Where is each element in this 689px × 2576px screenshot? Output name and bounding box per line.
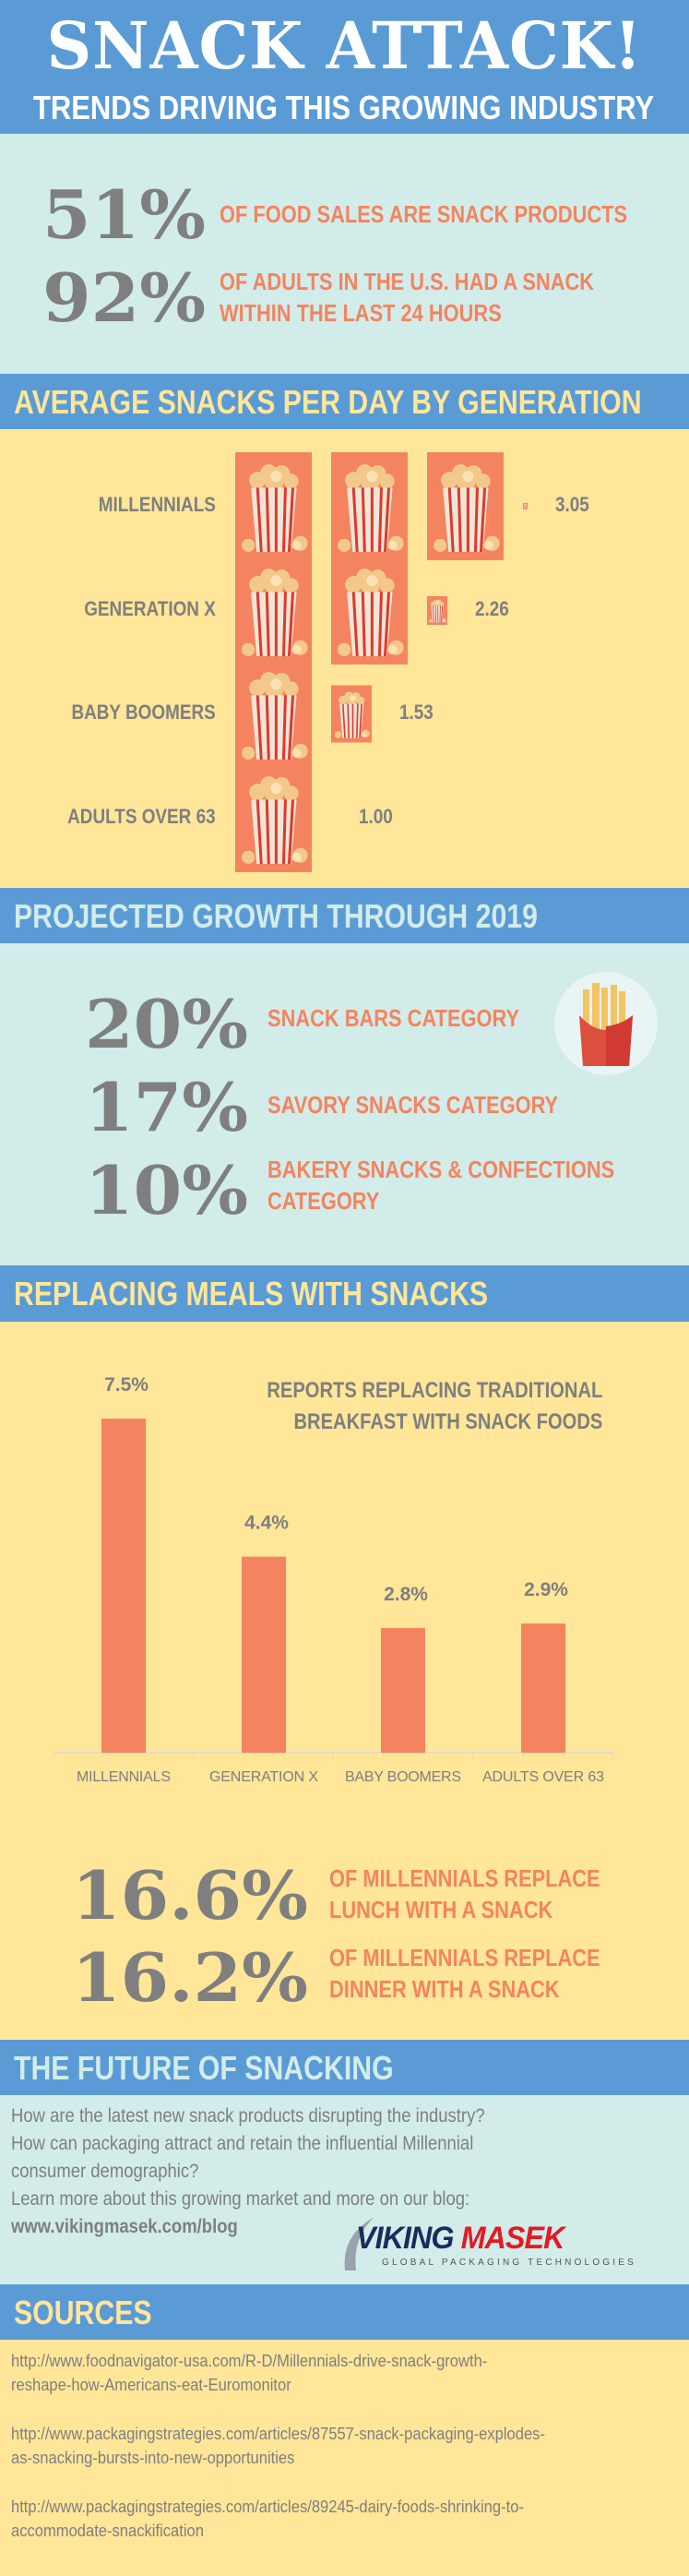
- breakfast-chart-title: REPORTS REPLACING TRADITIONAL BREAKFAST …: [266, 1378, 602, 1434]
- section-title: AVERAGE SNACKS PER DAY BY GENERATION: [14, 383, 642, 421]
- bar: [521, 1623, 565, 1753]
- bar: [381, 1627, 425, 1753]
- bar: [101, 1419, 146, 1753]
- popcorn-icon: [331, 660, 372, 768]
- data-label: 4.4%: [244, 1513, 289, 1534]
- blog-link[interactable]: www.vikingmasek.com/blog: [11, 2216, 238, 2237]
- section-header: SOURCES: [0, 2284, 689, 2340]
- section-header: PROJECTED GROWTH THROUGH 2019: [0, 888, 689, 943]
- future-section: How are the latest new snack products di…: [0, 2095, 689, 2284]
- source-link[interactable]: http://www.packagingstrategies.com/artic…: [11, 2425, 545, 2467]
- page-subtitle: TRENDS DRIVING THIS GROWING INDUSTRY: [33, 89, 655, 126]
- growth-value: 20%: [85, 985, 249, 1063]
- viking-masek-logo: VIKING MASEK GLOBAL PACKAGING TECHNOLOGI…: [339, 2217, 659, 2272]
- header-banner: SNACK ATTACK! TRENDS DRIVING THIS GROWIN…: [0, 0, 689, 134]
- category-label: MILLENNIALS: [77, 1769, 171, 1785]
- meal-stat-value: 16.6%: [72, 1856, 308, 1935]
- stat-value: 51%: [42, 175, 207, 254]
- horn-icon: [344, 2217, 374, 2270]
- meal-stat-label: OF MILLENNIALS REPLACE DINNER WITH A SNAC…: [329, 1944, 600, 2003]
- section-header: AVERAGE SNACKS PER DAY BY GENERATION: [0, 374, 689, 429]
- meal-stat-value: 16.2%: [72, 1938, 308, 2017]
- bar: [242, 1556, 286, 1753]
- page-title: SNACK ATTACK!: [46, 7, 643, 84]
- popcorn-icon: [331, 452, 408, 560]
- value-label: 3.05: [555, 493, 589, 516]
- growth-label: SNACK BARS CATEGORY: [267, 1004, 520, 1032]
- breakfast-bar-chart: 7.5% MILLENNIALS 4.4% GENERATION X 2.8% BABY …: [53, 1374, 614, 1785]
- popcorn-icon: [331, 557, 408, 665]
- sources-section: http://www.foodnavigator-usa.com/R-D/Mil…: [0, 2340, 689, 2576]
- category-label: BABY BOOMERS: [345, 1769, 461, 1785]
- section-title: REPLACING MEALS WITH SNACKS: [14, 1275, 489, 1312]
- section-title: THE FUTURE OF SNACKING: [14, 2049, 394, 2087]
- popcorn-icon: [427, 452, 504, 560]
- projected-section: 20% SNACK BARS CATEGORY 17% SAVORY SNACK…: [0, 943, 689, 1266]
- stats-section: 51% OF FOOD SALES ARE SNACK PRODUCTS 92%…: [0, 134, 689, 374]
- popcorn-icon: [427, 557, 447, 665]
- growth-label: SAVORY SNACKS CATEGORY: [267, 1091, 559, 1119]
- growth-value: 17%: [85, 1068, 249, 1146]
- source-link[interactable]: http://www.packagingstrategies.com/artic…: [11, 2498, 524, 2540]
- popcorn-icon: [235, 452, 312, 560]
- data-label: 2.8%: [384, 1584, 428, 1605]
- stat-value: 92%: [42, 258, 207, 337]
- data-label: 7.5%: [104, 1374, 148, 1396]
- popcorn-icon: [235, 660, 312, 768]
- popcorn-icon: [523, 452, 528, 560]
- popcorn-icon: [235, 764, 312, 872]
- value-label: 1.00: [359, 805, 393, 828]
- data-label: 2.9%: [524, 1579, 568, 1600]
- category-label: BABY BOOMERS: [71, 701, 216, 724]
- replacing-section: REPORTS REPLACING TRADITIONAL BREAKFAST …: [0, 1322, 689, 2040]
- growth-value: 10%: [85, 1151, 249, 1229]
- category-label: MILLENNIALS: [98, 493, 216, 516]
- section-title: SOURCES: [14, 2294, 152, 2331]
- section-title: PROJECTED GROWTH THROUGH 2019: [14, 897, 538, 935]
- growth-label: BAKERY SNACKS & CONFECTIONS CATEGORY: [267, 1156, 615, 1215]
- category-label: ADULTS OVER 63: [67, 805, 216, 828]
- snacks-per-day-chart: MILLENNIALS 3.05 GENERATION X 2.26 BABY BOOM…: [0, 429, 689, 888]
- category-label: GENERATION X: [84, 597, 216, 620]
- section-header: REPLACING MEALS WITH SNACKS: [0, 1265, 689, 1322]
- french-fries-icon: [554, 972, 658, 1075]
- section-header: THE FUTURE OF SNACKING: [0, 2040, 689, 2095]
- value-label: 2.26: [475, 597, 509, 620]
- stat-label: OF ADULTS IN THE U.S. HAD A SNACK WITHIN …: [220, 268, 595, 327]
- source-link[interactable]: http://www.foodnavigator-usa.com/R-D/Mil…: [11, 2352, 488, 2394]
- category-label: ADULTS OVER 63: [482, 1769, 604, 1785]
- value-label: 1.53: [399, 701, 434, 724]
- meal-stat-label: OF MILLENNIALS REPLACE LUNCH WITH A SNACK: [329, 1864, 600, 1923]
- popcorn-icon: [235, 557, 312, 665]
- stat-label: OF FOOD SALES ARE SNACK PRODUCTS: [220, 200, 628, 228]
- future-text: How are the latest new snack products di…: [11, 2103, 485, 2241]
- category-label: GENERATION X: [209, 1769, 318, 1785]
